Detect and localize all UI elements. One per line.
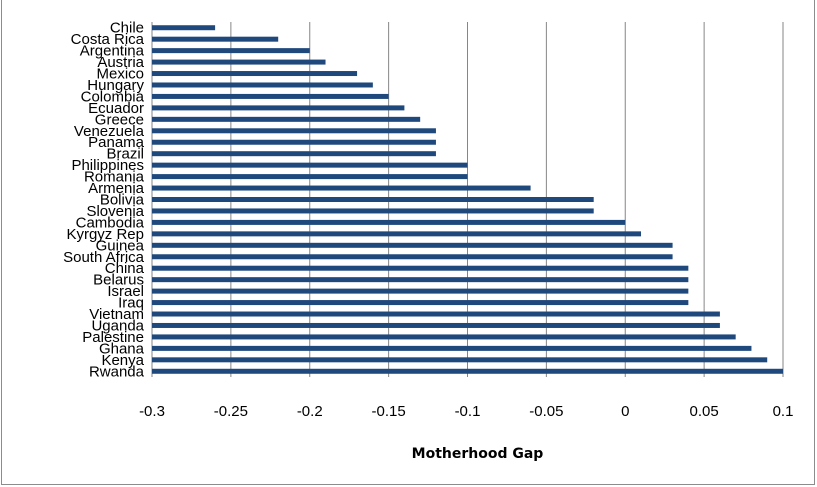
bar xyxy=(152,59,326,65)
bar xyxy=(152,300,689,306)
bar xyxy=(152,82,373,88)
category-label: Israel xyxy=(107,283,144,300)
category-label: Slovenia xyxy=(86,203,144,220)
bar xyxy=(152,368,783,374)
category-label: Bolivia xyxy=(100,192,145,209)
bar xyxy=(152,357,768,363)
category-label: South Africa xyxy=(63,249,145,266)
category-label: Colombia xyxy=(81,88,145,105)
x-axis-title: Motherhood Gap xyxy=(412,446,544,462)
category-label: Ghana xyxy=(99,340,145,357)
category-label: Ecuador xyxy=(88,100,144,117)
x-tick-label: 0.1 xyxy=(773,403,794,420)
bar xyxy=(152,288,689,294)
bar xyxy=(152,208,594,214)
category-label: Brazil xyxy=(106,146,144,163)
bar xyxy=(152,71,358,77)
bar xyxy=(152,185,531,191)
bar xyxy=(152,105,405,111)
bar xyxy=(152,345,752,351)
category-label: Iraq xyxy=(118,295,144,312)
category-label: Palestine xyxy=(82,329,144,346)
bar xyxy=(152,116,421,122)
x-tick-label: -0.05 xyxy=(529,403,563,420)
bars xyxy=(152,25,783,374)
category-label: Philippines xyxy=(71,157,144,174)
bar xyxy=(152,128,436,134)
bar xyxy=(152,25,216,31)
x-tick-labels: -0.3 -0.25 -0.2 -0.15 -0.1 -0.05 0 0.05 0.1 xyxy=(139,403,793,420)
x-tick-label: -0.25 xyxy=(214,403,248,420)
category-label: Venezuela xyxy=(74,123,145,140)
category-label: Costa Rica xyxy=(71,31,145,48)
category-label: Austria xyxy=(97,54,144,71)
bar xyxy=(152,219,626,225)
bar xyxy=(152,151,436,157)
bar xyxy=(152,93,389,99)
category-label: Argentina xyxy=(80,43,145,60)
category-label: China xyxy=(105,260,145,277)
category-label: Cambodia xyxy=(76,214,145,231)
x-tick-label: -0.2 xyxy=(297,403,323,420)
category-label: Armenia xyxy=(88,180,145,197)
bar xyxy=(152,254,673,260)
bar xyxy=(152,174,468,180)
category-label: Romania xyxy=(84,169,145,186)
category-label: Mexico xyxy=(96,66,144,83)
category-label: Kyrgyz Rep xyxy=(66,226,144,243)
category-label: Guinea xyxy=(96,237,145,254)
x-tick-label: -0.15 xyxy=(372,403,406,420)
x-tick-label: -0.1 xyxy=(455,403,481,420)
category-label: Kenya xyxy=(101,352,144,369)
category-label: Belarus xyxy=(93,272,144,289)
bar xyxy=(152,265,689,271)
category-label: Vietnam xyxy=(89,306,144,323)
category-label: Rwanda xyxy=(89,363,145,380)
x-tick-label: 0.05 xyxy=(690,403,719,420)
bar xyxy=(152,277,689,283)
bar xyxy=(152,48,310,54)
bar xyxy=(152,162,468,168)
x-tick-label: -0.3 xyxy=(139,403,165,420)
bar xyxy=(152,197,594,202)
bar xyxy=(152,139,436,145)
x-tick-label: 0 xyxy=(621,403,629,420)
category-label: Greece xyxy=(95,111,144,128)
bar xyxy=(152,334,736,340)
bar xyxy=(152,231,642,237)
bar xyxy=(152,322,720,328)
category-label: Uganda xyxy=(91,317,144,334)
bar xyxy=(152,36,279,42)
category-label: Chile xyxy=(110,20,144,37)
bar xyxy=(152,311,720,317)
category-label: Panama xyxy=(88,134,145,151)
bar xyxy=(152,242,673,248)
category-label: Hungary xyxy=(87,77,144,94)
